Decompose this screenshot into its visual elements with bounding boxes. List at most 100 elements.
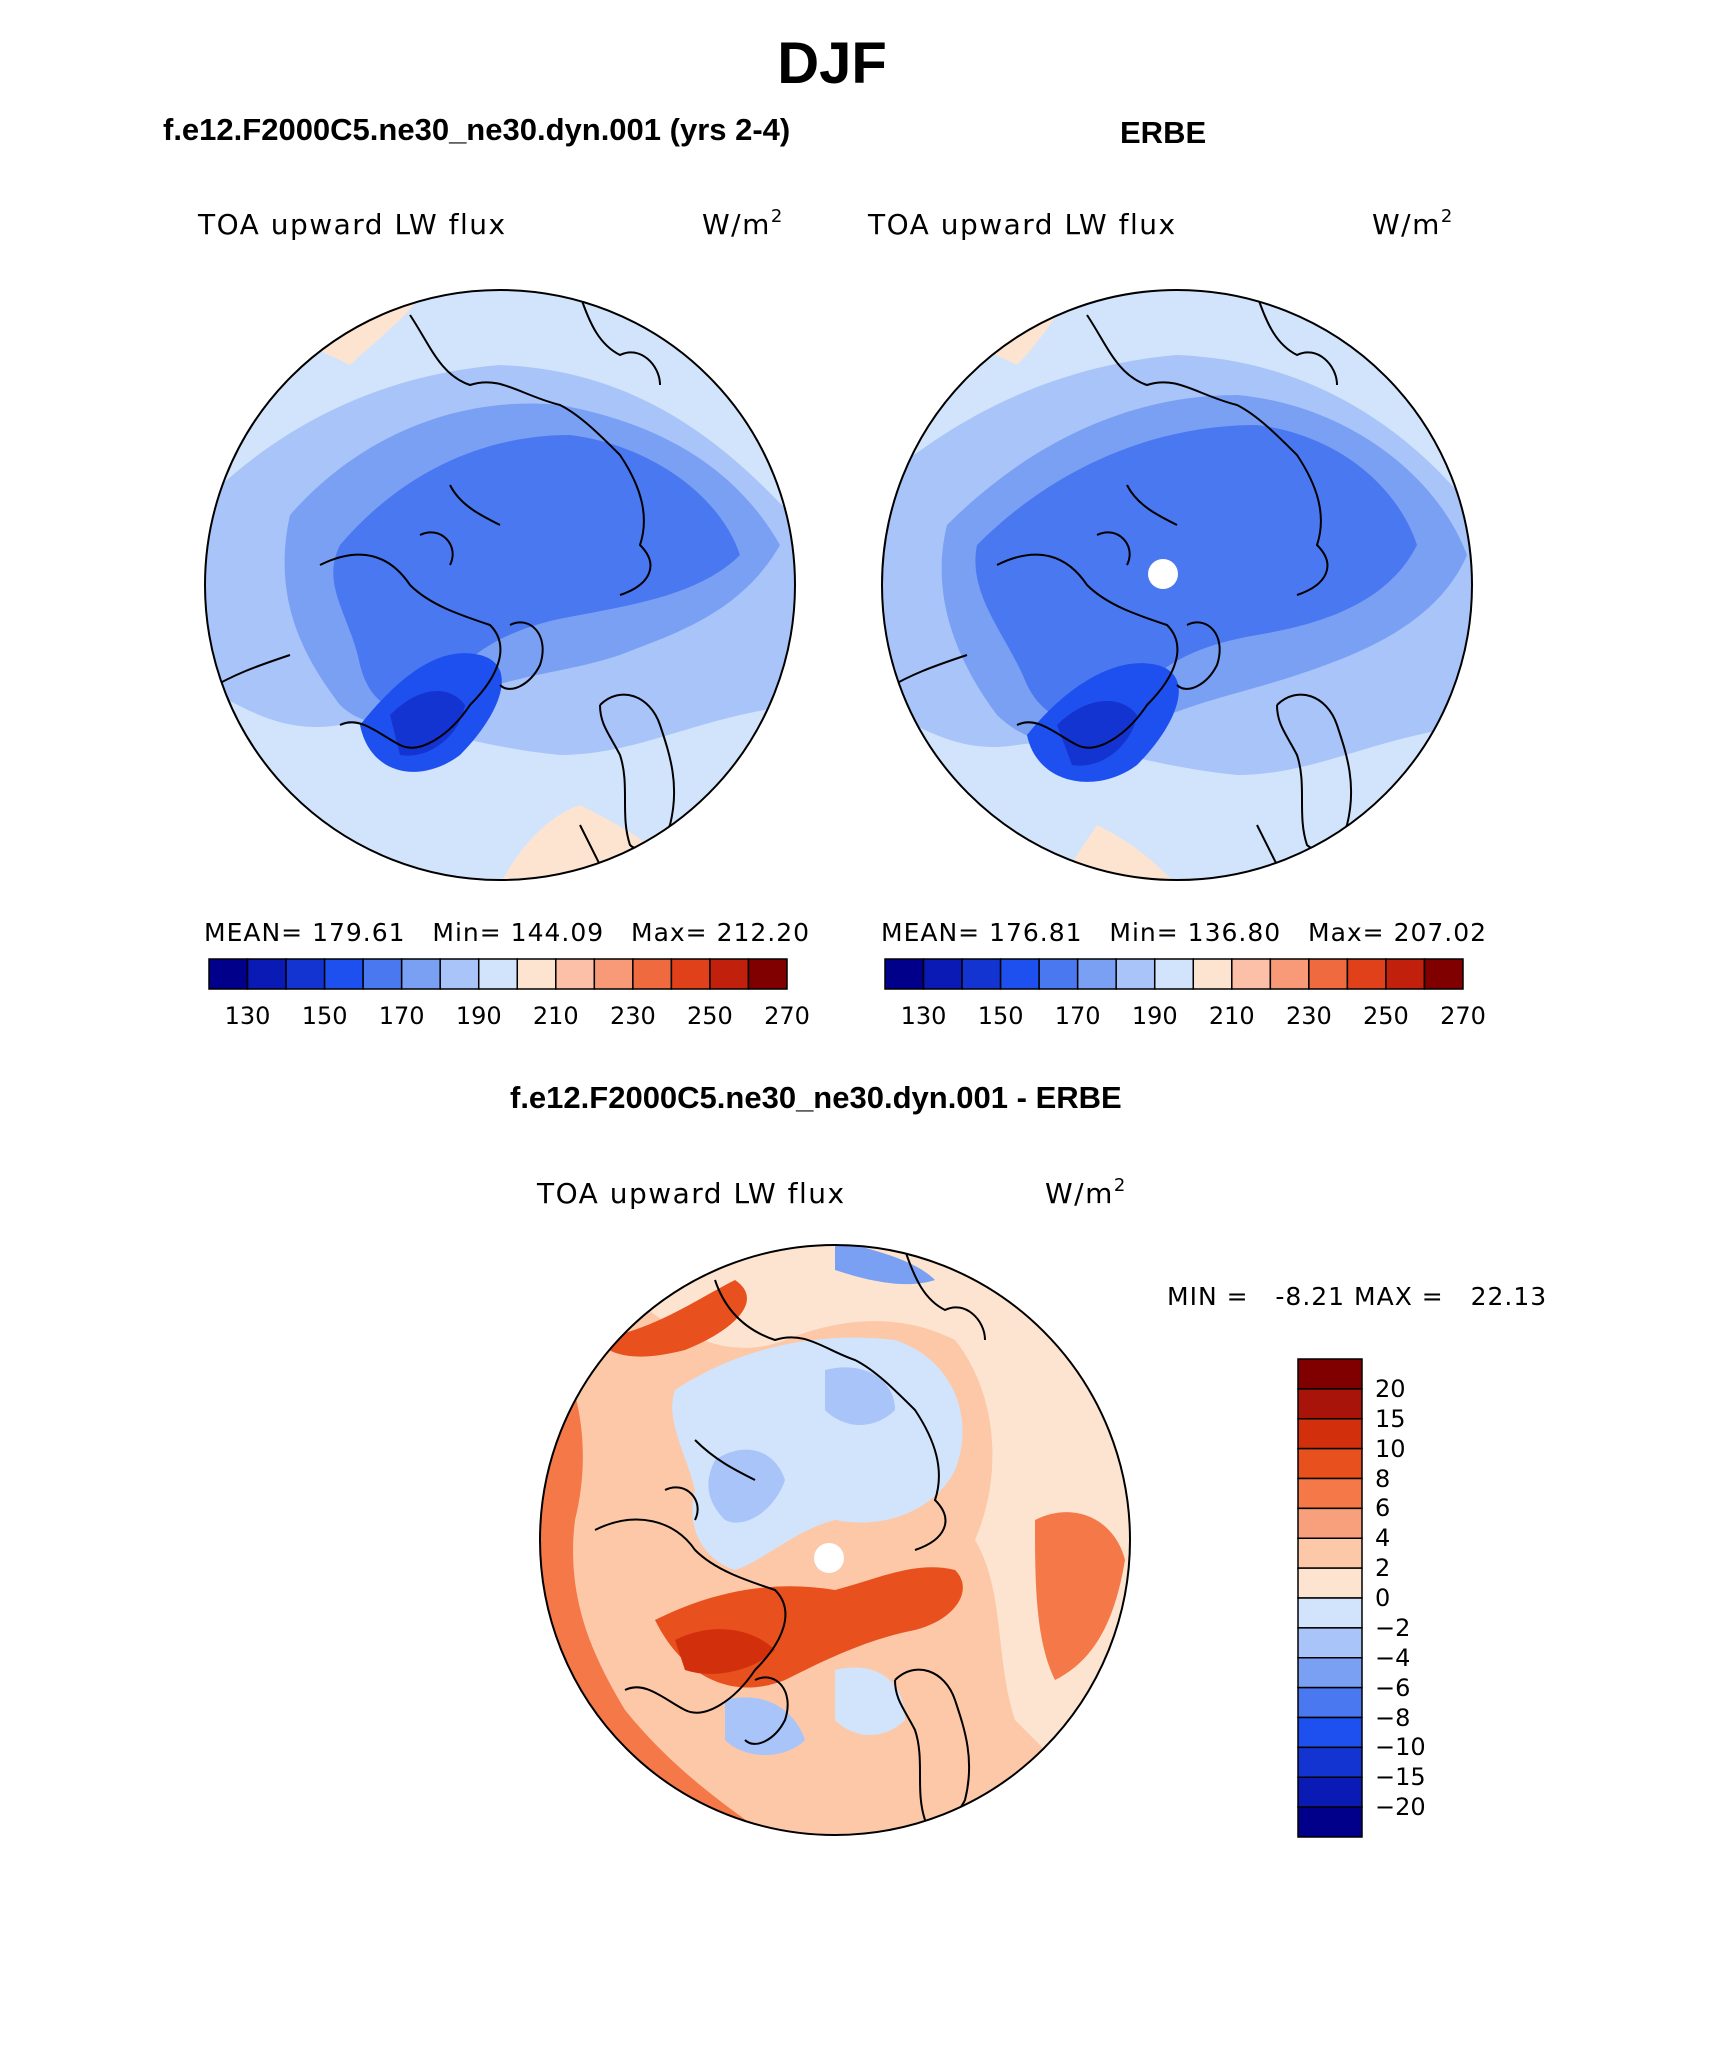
obs-colorbar-swatch bbox=[1346, 958, 1387, 990]
obs-map bbox=[881, 289, 1473, 881]
model-max: 212.20 bbox=[716, 918, 811, 947]
diff-min: -8.21 bbox=[1275, 1282, 1346, 1311]
diff-colorbar-tick-label: 4 bbox=[1375, 1524, 1391, 1553]
model-field-150-160 bbox=[333, 435, 740, 710]
obs-max: 207.02 bbox=[1393, 918, 1488, 947]
obs-coastlines bbox=[882, 294, 1353, 880]
diff-colorbar-tick-label: −15 bbox=[1375, 1763, 1426, 1792]
obs-variable-label: TOA upward LW flux bbox=[868, 208, 1177, 241]
diff-colorbar-swatch bbox=[1297, 1537, 1363, 1569]
obs-colorbar-tick-label: 170 bbox=[1054, 1002, 1101, 1030]
obs-colorbar-swatch bbox=[922, 958, 963, 990]
obs-colorbar-tick-label: 190 bbox=[1131, 1002, 1178, 1030]
diff-field-central-hot bbox=[675, 1629, 775, 1674]
diff-colorbar-swatch bbox=[1297, 1627, 1363, 1659]
model-colorbar-swatch bbox=[632, 958, 673, 990]
model-colorbar-tick-label: 170 bbox=[378, 1002, 425, 1030]
diff-colorbar-tick-label: −4 bbox=[1375, 1643, 1411, 1672]
diff-colorbar-tick-label: −20 bbox=[1375, 1793, 1426, 1822]
diff-colorbar-tick-label: 6 bbox=[1375, 1494, 1391, 1523]
obs-stats: MEAN= 176.81 Min= 136.80 Max= 207.02 bbox=[881, 918, 1488, 947]
obs-colorbar-swatch bbox=[1115, 958, 1156, 990]
diff-colorbar-swatch bbox=[1297, 1507, 1363, 1539]
obs-colorbar-swatch bbox=[1192, 958, 1233, 990]
obs-colorbar bbox=[884, 958, 1464, 990]
diff-panel-title: f.e12.F2000C5.ne30_ne30.dyn.001 - ERBE bbox=[510, 1080, 1122, 1115]
obs-pole-hole bbox=[1148, 559, 1178, 589]
obs-units-label: W/m2 bbox=[1372, 206, 1454, 242]
diff-colorbar-swatch bbox=[1297, 1597, 1363, 1629]
obs-colorbar-tick-label: 230 bbox=[1285, 1002, 1332, 1030]
obs-map-border bbox=[881, 289, 1473, 881]
diff-colorbar-swatch bbox=[1297, 1388, 1363, 1420]
diff-colorbar-swatch bbox=[1297, 1776, 1363, 1808]
diff-colorbar-tick-label: −2 bbox=[1375, 1613, 1411, 1642]
obs-colorbar-swatch bbox=[884, 958, 925, 990]
obs-panel-title: ERBE bbox=[1120, 115, 1207, 150]
diff-colorbar-tick-label: 8 bbox=[1375, 1464, 1391, 1493]
diff-colorbar bbox=[1297, 1358, 1363, 1838]
diff-colorbar-swatch bbox=[1297, 1477, 1363, 1510]
obs-colorbar-swatch bbox=[961, 958, 1002, 990]
model-stats: MEAN= 179.61 Min= 144.09 Max= 212.20 bbox=[204, 918, 811, 947]
model-colorbar-swatch bbox=[246, 958, 287, 990]
obs-field-150-160 bbox=[975, 425, 1417, 723]
diff-field-0-2 bbox=[540, 1245, 1130, 1835]
diff-colorbar-swatch bbox=[1297, 1686, 1363, 1719]
model-colorbar-tick-label: 130 bbox=[224, 1002, 271, 1030]
diff-colorbar-tick-label: −6 bbox=[1375, 1673, 1411, 1702]
model-min: 144.09 bbox=[510, 918, 605, 947]
model-colorbar-tick-label: 190 bbox=[455, 1002, 502, 1030]
model-colorbar-swatch bbox=[709, 958, 750, 990]
diff-units-label: W/m2 bbox=[1045, 1175, 1127, 1211]
diff-colorbar-swatch bbox=[1297, 1418, 1363, 1450]
obs-colorbar-tick-label: 210 bbox=[1208, 1002, 1255, 1030]
diff-colorbar-swatch bbox=[1297, 1746, 1363, 1778]
obs-colorbar-swatch bbox=[1153, 958, 1195, 990]
model-mean: 179.61 bbox=[312, 918, 406, 947]
model-colorbar-swatch bbox=[670, 958, 711, 990]
diff-field-cool-n bbox=[835, 1245, 935, 1285]
model-colorbar-swatch bbox=[555, 958, 596, 990]
obs-colorbar-tick-label: 250 bbox=[1363, 1002, 1409, 1030]
obs-colorbar-swatch bbox=[1231, 958, 1272, 990]
model-field-min bbox=[390, 691, 465, 756]
obs-colorbar-swatch bbox=[1308, 958, 1349, 990]
diff-colorbar-swatch bbox=[1297, 1447, 1363, 1480]
diff-colorbar-tick-label: 20 bbox=[1375, 1374, 1406, 1403]
diff-colorbar-swatch bbox=[1297, 1716, 1363, 1749]
diff-colorbar-tick-label: 0 bbox=[1375, 1584, 1391, 1612]
figure-title: DJF bbox=[777, 31, 887, 96]
model-map-border bbox=[204, 289, 796, 881]
obs-colorbar-tick-label: 130 bbox=[900, 1002, 947, 1030]
diff-field-cool-se bbox=[835, 1667, 905, 1735]
model-map bbox=[204, 289, 796, 881]
model-colorbar-swatch bbox=[323, 958, 364, 990]
model-colorbar-swatch bbox=[362, 958, 403, 990]
obs-colorbar-tick-label: 150 bbox=[977, 1002, 1024, 1030]
diff-colorbar-swatch bbox=[1297, 1806, 1363, 1838]
obs-field-min bbox=[1057, 701, 1137, 766]
diff-colorbar-tick-label: 2 bbox=[1375, 1554, 1391, 1583]
diff-colorbar-swatch bbox=[1297, 1567, 1363, 1599]
model-colorbar-tick-label: 230 bbox=[609, 1002, 656, 1030]
obs-mean: 176.81 bbox=[989, 918, 1083, 947]
obs-colorbar-tick-label: 270 bbox=[1440, 1002, 1486, 1030]
obs-colorbar-swatch bbox=[1385, 958, 1426, 990]
diff-field-east-warm bbox=[1035, 1512, 1125, 1680]
diff-map-border bbox=[539, 1244, 1131, 1836]
obs-colorbar-swatch bbox=[1423, 958, 1464, 990]
model-colorbar-swatch bbox=[477, 958, 519, 990]
diff-field-nw-warm bbox=[595, 1280, 747, 1357]
model-colorbar-tick-label: 210 bbox=[532, 1002, 579, 1030]
model-colorbar-tick-label: 250 bbox=[687, 1002, 733, 1030]
diff-variable-label: TOA upward LW flux bbox=[537, 1177, 846, 1210]
model-colorbar-tick-label: 150 bbox=[301, 1002, 348, 1030]
diff-colorbar-tick-label: 10 bbox=[1375, 1434, 1406, 1463]
model-colorbar-swatch bbox=[285, 958, 326, 990]
model-colorbar-swatch bbox=[516, 958, 557, 990]
diff-pole-hole bbox=[814, 1543, 844, 1573]
model-colorbar bbox=[208, 958, 788, 990]
model-colorbar-swatch bbox=[400, 958, 441, 990]
diff-colorbar-swatch bbox=[1297, 1657, 1363, 1689]
